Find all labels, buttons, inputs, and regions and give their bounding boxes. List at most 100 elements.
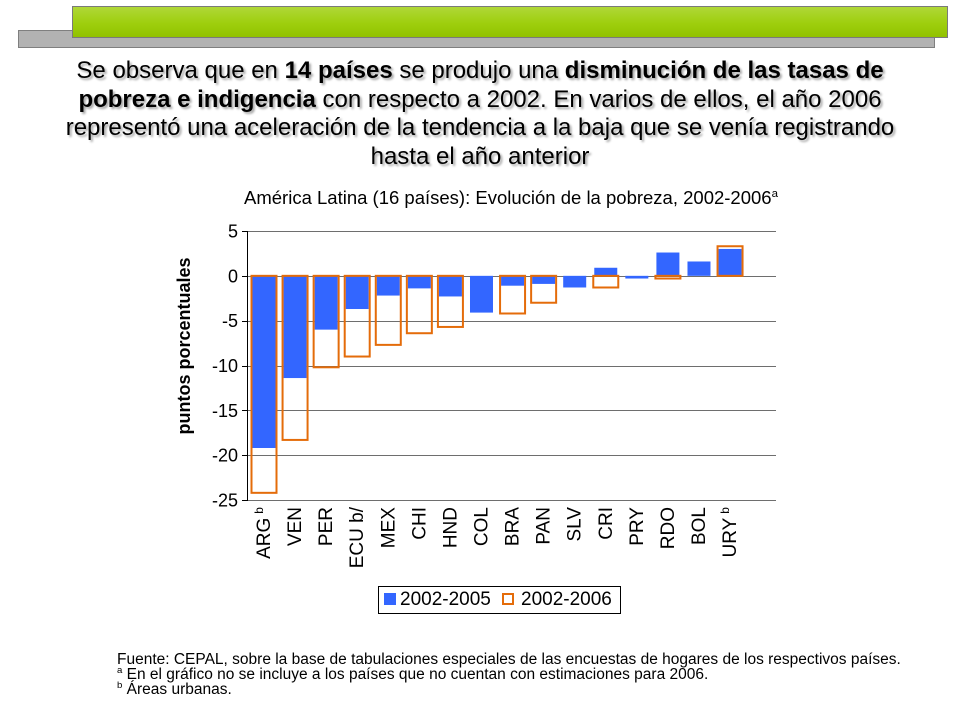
- footnote-source: Fuente: CEPAL, sobre la base de tabulaci…: [117, 651, 901, 668]
- category-label-hnd: HND: [440, 507, 461, 548]
- footnote-a-text: En el gráfico no se incluye a los países…: [126, 666, 709, 683]
- category-label-ury: URY b: [718, 507, 741, 558]
- category-label-cri: CRI: [596, 507, 617, 540]
- bar-2002-2006-bra: [499, 274, 527, 315]
- category-label-text: ARG: [254, 518, 275, 559]
- category-label-text: HND: [440, 507, 461, 548]
- y-axis-title: puntos porcentuales: [174, 257, 194, 434]
- legend-label-2002-2005: 2002-2005: [400, 589, 491, 610]
- bar-2002-2005-pan: [532, 275, 556, 284]
- category-label-text: PER: [316, 507, 337, 546]
- category-label-text: BOL: [689, 507, 710, 545]
- chart-title-text: América Latina (16 países): Evolución de…: [244, 187, 772, 208]
- headline-text: hasta el año anterior: [370, 142, 590, 170]
- headline-emphasis: pobreza e indigencia: [78, 85, 316, 113]
- category-label-col: COL: [471, 507, 492, 546]
- legend-label-2002-2006: 2002-2006: [521, 589, 612, 610]
- category-superscript: b: [252, 507, 266, 514]
- header-green-bar: [72, 6, 948, 38]
- headline-line-2: pobreza e indigencia con respecto a 2002…: [0, 86, 960, 115]
- category-label-text: CHI: [409, 507, 430, 540]
- y-tick-label: 0: [228, 266, 238, 286]
- y-tick-label: -20: [212, 446, 238, 466]
- bar-2002-2006-ury: [716, 245, 744, 277]
- bar-2002-2005-mex: [376, 275, 400, 296]
- footnote-b-mark: b: [117, 680, 123, 692]
- footnote-b: b Áreas urbanas.: [117, 680, 947, 698]
- y-tick-label: -5: [222, 311, 238, 331]
- category-label-arg: ARG b: [252, 507, 275, 559]
- bar-2002-2005-chi: [407, 275, 431, 289]
- headline-line-3: representó una aceleración de la tendenc…: [0, 114, 960, 143]
- bar-2002-2005-hnd: [438, 275, 462, 297]
- bar-2002-2006-hnd: [436, 274, 464, 328]
- headline-text: con respecto a 2002. En varios de ellos,…: [315, 85, 882, 113]
- category-label-text: CRI: [596, 507, 617, 540]
- bar-2002-2005-bol: [687, 261, 711, 276]
- bar-2002-2006-ven: [281, 274, 309, 441]
- category-label-text: PRY: [627, 507, 648, 546]
- bar-2002-2006-arg: [250, 274, 278, 494]
- headline-line-4: hasta el año anterior: [0, 143, 960, 172]
- category-label-slv: SLV: [565, 507, 586, 542]
- bar-2002-2006-rdo: [654, 274, 682, 280]
- bar-2002-2005-ury: [718, 248, 742, 276]
- footnotes: Fuente: CEPAL, sobre la base de tabulaci…: [117, 651, 947, 698]
- bar-2002-2006-ecu: [343, 274, 371, 358]
- headline-emphasis: 14 países: [284, 57, 393, 84]
- legend: 2002-2005 2002-2006: [378, 586, 621, 614]
- chart-title-footnote-mark: a: [771, 188, 778, 201]
- category-label-text: VEN: [285, 507, 306, 546]
- category-label-text: MEX: [378, 507, 399, 549]
- legend-swatch-2002-2005: [384, 593, 396, 605]
- bar-2002-2005-bra: [501, 275, 525, 286]
- category-label-text: PAN: [534, 507, 555, 545]
- category-label-text: URY: [720, 517, 741, 557]
- y-tick-label: -15: [212, 401, 238, 421]
- category-label-pan: PAN: [534, 507, 555, 545]
- bar-2002-2005-col: [469, 275, 493, 313]
- category-label-mex: MEX: [378, 507, 399, 549]
- bar-2002-2006-per: [312, 274, 340, 369]
- category-superscript: b: [718, 507, 732, 514]
- bar-2002-2005-rdo: [656, 252, 680, 276]
- legend-swatch-2002-2006: [502, 593, 514, 605]
- category-label-rdo: RDO: [658, 507, 679, 549]
- bar-2002-2005-cri: [594, 267, 618, 276]
- bar-2002-2005-ven: [283, 275, 307, 379]
- bar-2002-2005-per: [314, 275, 338, 330]
- headline-emphasis: disminución de las tasas de: [564, 57, 884, 84]
- y-tick-label: 5: [228, 221, 238, 241]
- bar-2002-2006-mex: [374, 274, 402, 346]
- category-label-ecu: ECU b/: [347, 506, 368, 568]
- headline-text: Se observa que en: [76, 57, 285, 84]
- y-tick-label: -25: [212, 490, 238, 510]
- bar-2002-2005-slv: [563, 275, 587, 288]
- category-label-text: SLV: [565, 507, 586, 542]
- category-label-text: RDO: [658, 507, 679, 549]
- headline-line-1: Se observa que en 14 países se produjo u…: [0, 57, 960, 86]
- headline: Se observa que en 14 países se produjo u…: [0, 57, 960, 171]
- category-label-chi: CHI: [409, 507, 430, 540]
- category-label-per: PER: [316, 507, 337, 546]
- category-label-ven: VEN: [285, 507, 306, 546]
- bar-2002-2006-cri: [592, 274, 620, 289]
- headline-text: representó una aceleración de la tendenc…: [65, 114, 895, 141]
- footnote-a: a En el gráfico no se incluye a los país…: [117, 665, 947, 683]
- footnote-b-text: Áreas urbanas.: [126, 681, 232, 698]
- footnote-a-mark: a: [117, 665, 123, 677]
- category-label-text: COL: [471, 507, 492, 546]
- bar-2002-2005-pry: [625, 275, 649, 279]
- bar-2002-2005-arg: [252, 275, 276, 448]
- bar-chart: 5 0 -5 -10 -15 -20 -25 ARG b VEN PER ECU b/MEX CHI HN…: [174, 221, 776, 568]
- category-label-bra: BRA: [503, 507, 524, 546]
- bar-2002-2005-ecu: [345, 275, 369, 310]
- chart-title: América Latina (16 países): Evolución de…: [160, 188, 862, 208]
- category-label-text: ECU b/: [347, 506, 368, 568]
- y-tick-label: -10: [212, 356, 238, 376]
- category-label-bol: BOL: [689, 507, 710, 545]
- category-label-text: BRA: [503, 507, 524, 546]
- bar-2002-2006-chi: [405, 274, 433, 335]
- bar-2002-2006-pan: [530, 274, 558, 304]
- category-label-pry: PRY: [627, 507, 648, 546]
